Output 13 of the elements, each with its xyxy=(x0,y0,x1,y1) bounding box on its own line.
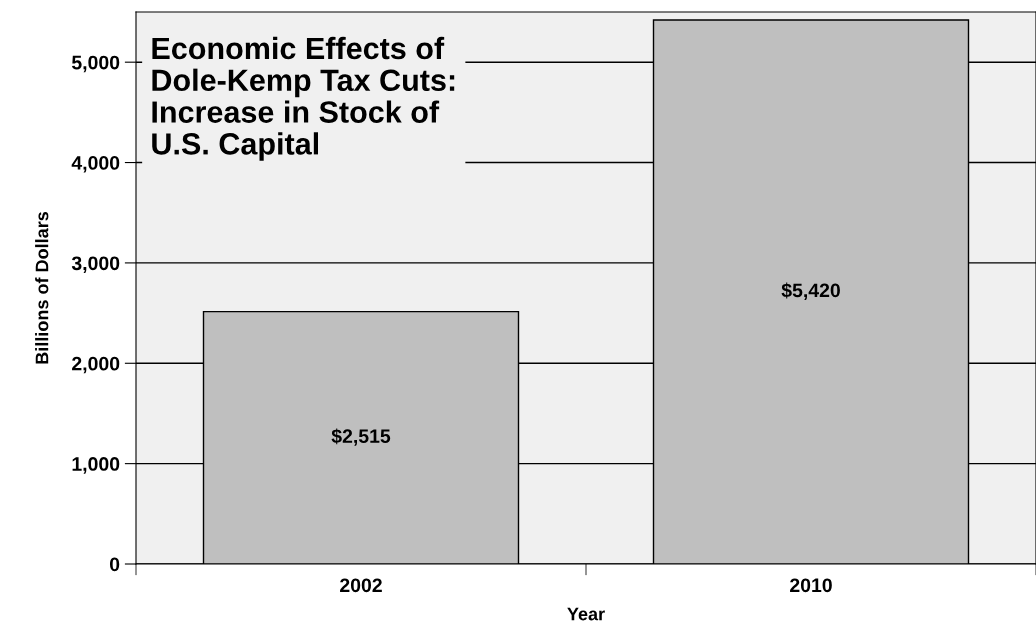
y-tick-label: 1,000 xyxy=(72,457,120,474)
x-axis-title: Year xyxy=(567,607,605,621)
y-axis-title: Billions of Dollars xyxy=(35,211,49,364)
y-tick-label: 5,000 xyxy=(71,55,120,73)
text: Economic Effects of Dole-Kemp Tax Cuts: Increase in Stock of U.S. Capital xyxy=(152,36,455,161)
y-tick-label: 4,000 xyxy=(71,156,120,173)
y-tick-label: 2,000 xyxy=(72,356,120,374)
data-label: $5,420 xyxy=(781,282,840,301)
x-tick-label: 2010 xyxy=(790,578,832,593)
x-tick-label: 2002 xyxy=(340,578,382,593)
y-tick-label: 3,000 xyxy=(71,256,120,273)
y-tick-label: 0 xyxy=(109,557,120,572)
data-label: $2,515 xyxy=(331,428,391,446)
